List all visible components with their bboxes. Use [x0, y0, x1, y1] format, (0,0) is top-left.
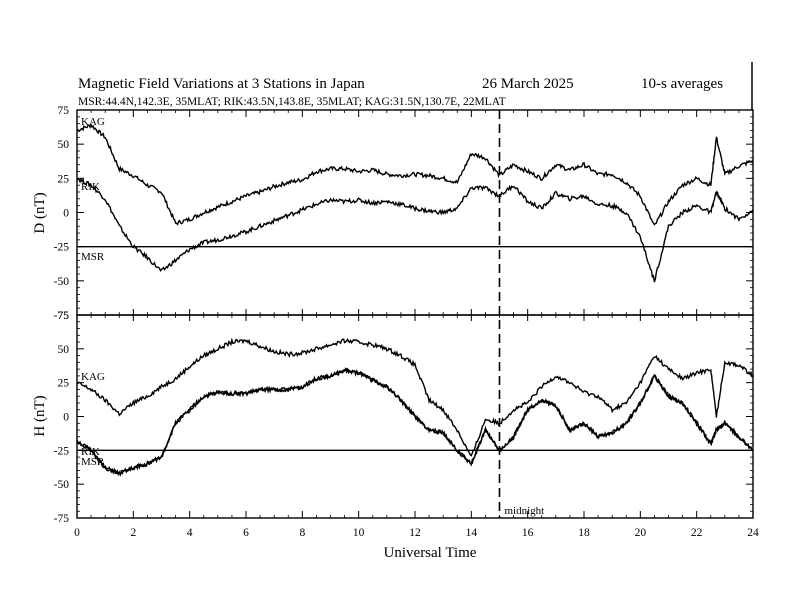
x-tick-label: 2 [130, 527, 136, 539]
station-label-msr: MSR [81, 251, 105, 263]
x-axis-label: Universal Time [384, 545, 477, 561]
y-tick-label: 0 [63, 412, 69, 424]
station-label-msr: MSR [81, 456, 105, 468]
y-tick-label: -75 [54, 513, 70, 525]
y-tick-label: 75 [58, 105, 70, 117]
x-tick-label: 22 [691, 527, 703, 539]
x-tick-label: 0 [74, 527, 80, 539]
x-tick-label: 20 [635, 527, 647, 539]
x-tick-label: 14 [466, 527, 478, 539]
chart-title: Magnetic Field Variations at 3 Stations … [78, 76, 365, 92]
d-panel: 75 50 25 0 -25 -50 -75 KAG RIK MSR [54, 105, 754, 322]
y-tick-label: 75 [58, 310, 70, 322]
y-tick-label: 50 [58, 139, 70, 151]
h-axis-label: H (nT) [32, 395, 48, 436]
y-tick-label: 25 [58, 378, 70, 390]
y-tick-label: -25 [54, 242, 70, 254]
station-label-rik: RIK [81, 446, 100, 458]
y-tick-label: -25 [54, 445, 70, 457]
y-tick-label: -75 [54, 310, 70, 322]
panel-frame [76, 109, 754, 316]
y-tick-label: -50 [54, 276, 70, 288]
series-line-kag [76, 123, 754, 226]
x-tick-label: 24 [747, 527, 759, 539]
series-line-msr [76, 368, 754, 477]
x-tick-label: 10 [353, 527, 365, 539]
x-tick-label: 8 [299, 527, 305, 539]
midnight-label: midnight [505, 505, 545, 517]
station-label-kag: KAG [81, 116, 105, 128]
y-tick-label: 50 [58, 344, 70, 356]
chart-date: 26 March 2025 [482, 76, 574, 92]
y-tick-label: -50 [54, 479, 70, 491]
y-tick-label: 0 [63, 208, 69, 220]
station-label-rik: RIK [81, 181, 100, 193]
x-tick-label: 6 [243, 527, 249, 539]
x-tick-label: 4 [187, 527, 193, 539]
station-coordinates: MSR:44.4N,142.3E, 35MLAT; RIK:43.5N,143.… [78, 96, 506, 108]
series-line-kag [76, 337, 754, 457]
series-line-rik [76, 177, 754, 283]
x-tick-label: 12 [409, 527, 421, 539]
station-label-kag: KAG [81, 371, 105, 383]
chart-averaging: 10-s averages [641, 76, 723, 92]
x-tick-label: 16 [522, 527, 534, 539]
y-tick-label: 25 [58, 173, 70, 185]
d-axis-label: D (nT) [32, 192, 48, 233]
x-tick-label: 18 [578, 527, 590, 539]
